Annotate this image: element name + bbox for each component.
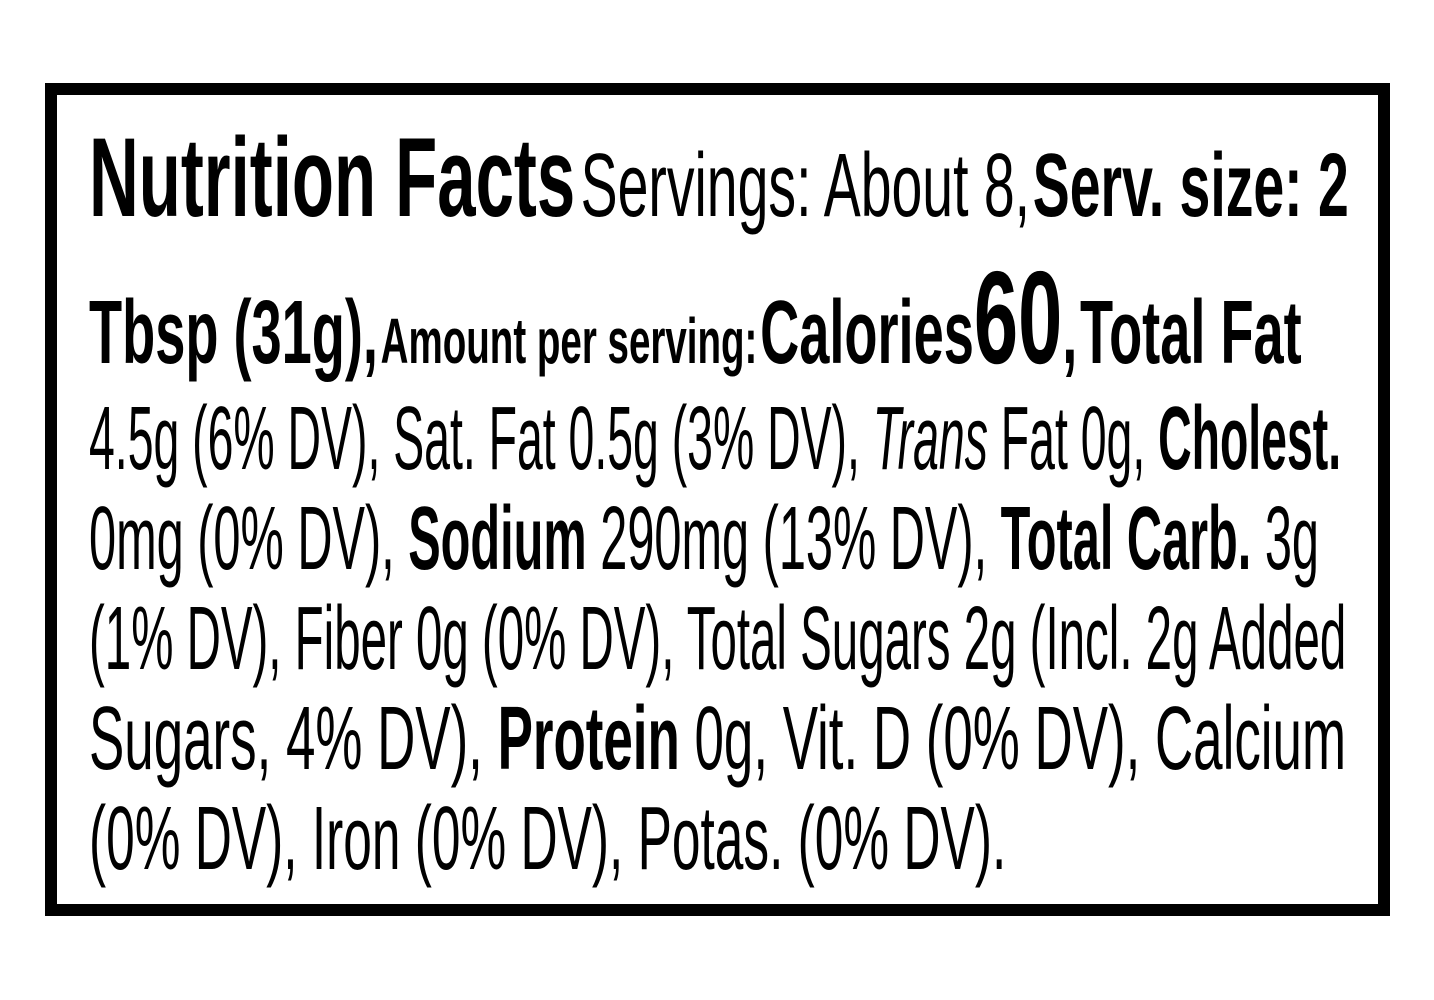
serving-size: Serv. size: 2 <box>1032 136 1349 236</box>
amount-per-serving: Amount per serving: <box>380 305 758 377</box>
nutrition-facts-title: Nutrition Facts <box>89 115 576 240</box>
label-line-4: 0mg (0% DV), Sodium 290mg (13% DV), Tota… <box>89 494 1319 584</box>
total-fat-label: Total Fat <box>1080 283 1302 383</box>
protein-label: Protein <box>497 689 680 789</box>
sodium-value: 290mg (13% DV), <box>600 489 988 589</box>
comma: , <box>1062 283 1078 383</box>
label-line-7: (0% DV), Iron (0% DV), Potas. (0% DV). <box>89 794 1006 884</box>
carb-label: Total Carb. <box>1000 489 1252 589</box>
serving-size-cont: Tbsp (31g), <box>89 283 378 383</box>
calories-label: Calories <box>760 283 974 383</box>
label-line-2: Tbsp (31g), Amount per serving: Calories… <box>89 252 1302 384</box>
sodium-label: Sodium <box>408 489 587 589</box>
trans-label: Trans <box>872 389 988 489</box>
total-fat-value: 4.5g (6% DV), Sat. Fat 0.5g (3% DV), <box>89 389 860 489</box>
label-line-3: 4.5g (6% DV), Sat. Fat 0.5g (3% DV), Tra… <box>89 394 1341 484</box>
label-line-6: Sugars, 4% DV), Protein 0g, Vit. D (0% D… <box>89 694 1346 784</box>
cholest-value: 0mg (0% DV), <box>89 489 395 589</box>
carb-value: 3g <box>1264 489 1319 589</box>
iron-potassium: (0% DV), Iron (0% DV), Potas. (0% DV). <box>89 789 1007 889</box>
trans-fat-value: Fat 0g, <box>1000 389 1146 489</box>
calories-value: 60 <box>973 244 1063 391</box>
label-line-5: (1% DV), Fiber 0g (0% DV), Total Sugars … <box>89 594 1346 684</box>
servings: Servings: About 8, <box>580 136 1031 236</box>
fiber-sugars: (1% DV), Fiber 0g (0% DV), Total Sugars … <box>89 589 1347 689</box>
protein-vitd-calcium: 0g, Vit. D (0% DV), Calcium <box>694 689 1346 789</box>
label-line-1: Nutrition Facts Servings: About 8, Serv.… <box>89 122 1349 234</box>
cholest-label: Cholest. <box>1158 389 1342 489</box>
added-sugars: Sugars, 4% DV), <box>89 689 483 789</box>
nutrition-facts-label: Nutrition Facts Servings: About 8, Serv.… <box>45 83 1390 916</box>
